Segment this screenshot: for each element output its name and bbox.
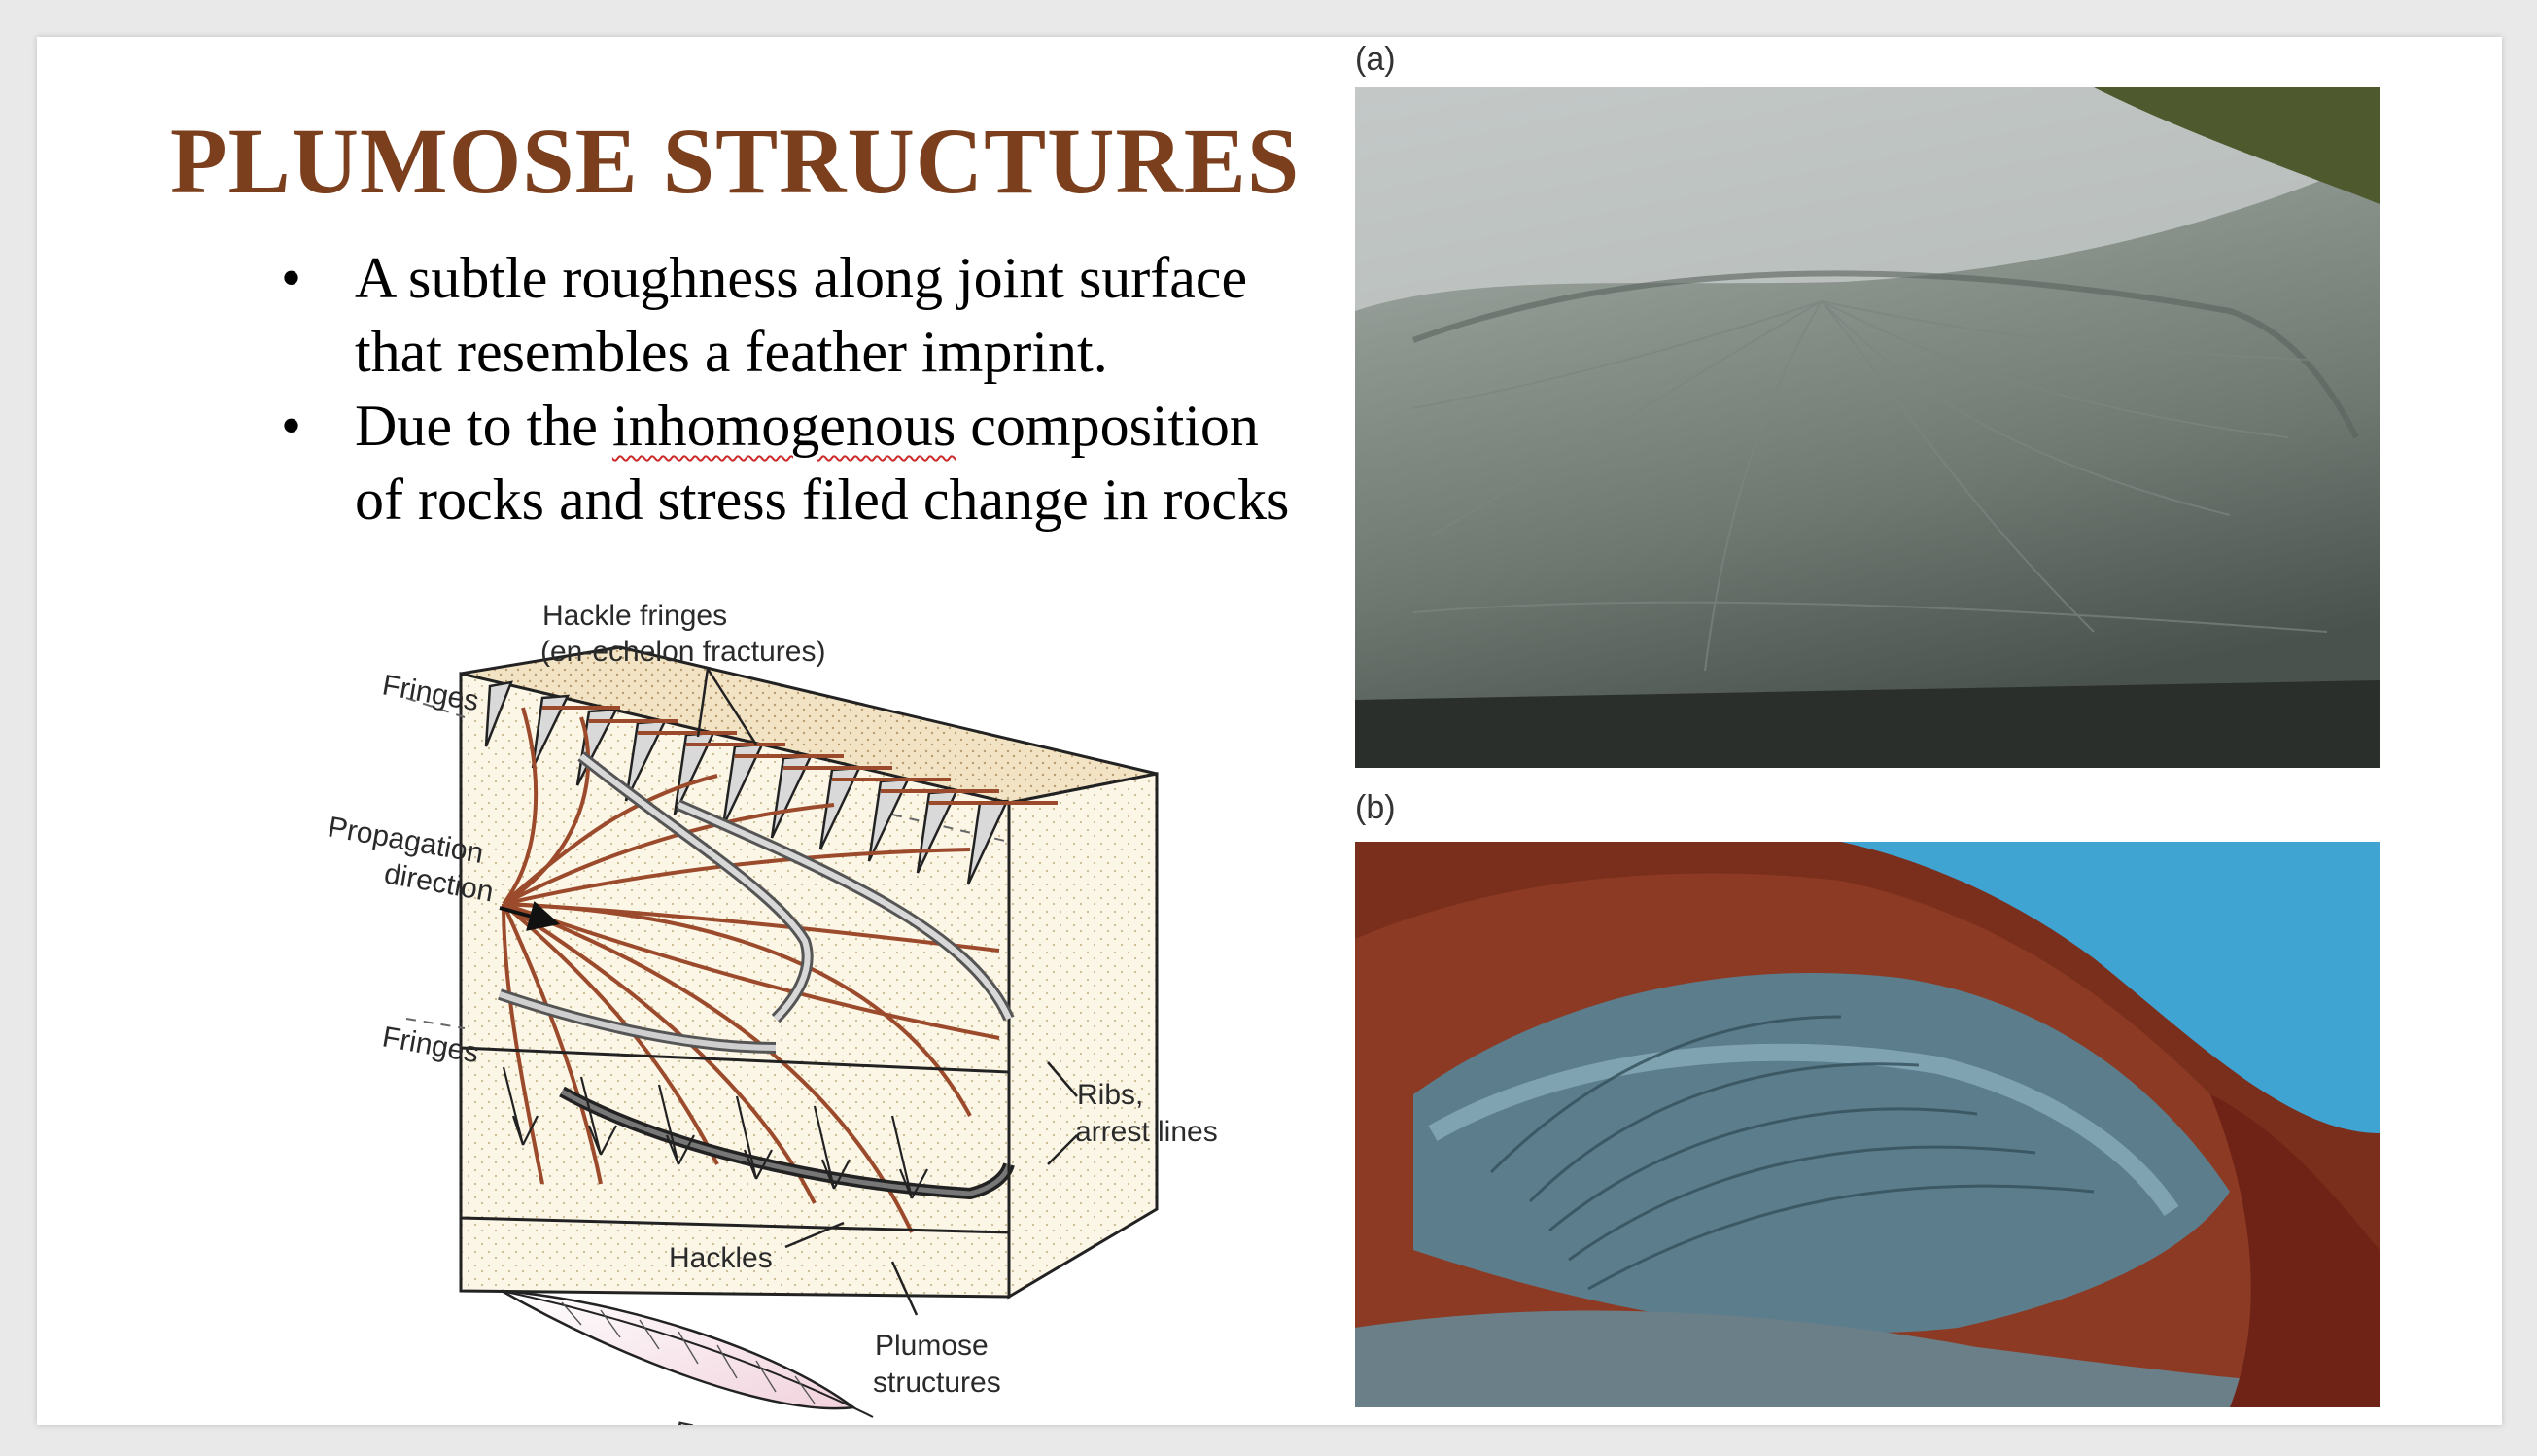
label-feather: Feather — [672, 1416, 777, 1425]
block-side-face — [1007, 772, 1159, 1300]
label-hackle-fringes-2: (en-echelon fractures) — [540, 636, 825, 668]
bullet-2-line-2: of rocks and stress filed change in rock… — [355, 468, 1290, 532]
label-hackle-fringes-1: Hackle fringes — [542, 600, 727, 632]
bullet-dot: • — [281, 394, 302, 458]
bullet-item-2: • Due to the inhomogenous composition of… — [246, 389, 1412, 537]
propagation-arrow — [499, 901, 561, 931]
bullet-item-1: • A subtle roughness along joint surface… — [246, 241, 1412, 389]
photo-a — [1355, 87, 2380, 768]
bullet-1-line-2: that resembles a feather imprint. — [355, 320, 1108, 384]
label-fringes-bottom: Fringes — [380, 1021, 481, 1069]
leader-lines — [696, 668, 1078, 1316]
hackle-fringes-top — [484, 680, 1010, 885]
label-hackles: Hackles — [669, 1242, 773, 1274]
label-ribs-1: Ribs, — [1077, 1079, 1143, 1111]
bullet-2-text-post: composition — [956, 394, 1259, 458]
en-echelon-strikes — [542, 706, 1058, 805]
photo-b-caption: (b) — [1355, 789, 1396, 826]
label-plumose-2: structures — [873, 1367, 1001, 1399]
spellcheck-flagged-word[interactable]: inhomogenous — [611, 394, 956, 458]
bottom-fringe-step — [459, 1046, 1011, 1234]
slide: PLUMOSE STRUCTURES • A subtle roughness … — [37, 37, 2502, 1425]
bullet-2-text-pre: Due to the — [355, 394, 612, 458]
bullet-1-line-1: A subtle roughness along joint surface — [355, 246, 1248, 310]
hackles-bottom — [502, 1066, 928, 1199]
label-ribs-2: arrest lines — [1075, 1116, 1218, 1148]
bullet-list: • A subtle roughness along joint surface… — [246, 241, 1412, 537]
slide-title: PLUMOSE STRUCTURES — [170, 109, 1301, 213]
rock-surface-photo-a — [1355, 87, 2380, 768]
label-fringes-top: Fringes — [380, 669, 481, 717]
photo-a-caption: (a) — [1355, 41, 1396, 78]
bullet-2-line-1: Due to the inhomogenous composition — [355, 389, 1412, 463]
feather-illustration — [501, 1289, 874, 1418]
fringe-dash-bottom — [405, 1018, 466, 1029]
rib-arrest-lines — [498, 751, 1015, 1200]
rock-surface-photo-b — [1355, 842, 2380, 1407]
plumose-hackle-curves — [502, 707, 1000, 1233]
fringe-dash-top-right — [891, 814, 1010, 843]
bullet-dot: • — [281, 246, 302, 310]
fringe-dash-top — [405, 697, 466, 718]
label-plumose-1: Plumose — [875, 1330, 989, 1362]
photo-b — [1355, 842, 2380, 1407]
label-propagation-1: Propagation — [326, 811, 486, 870]
block-front-face — [459, 672, 1011, 1299]
label-propagation-2: direction — [382, 857, 496, 908]
block-top-surface — [460, 645, 1158, 805]
